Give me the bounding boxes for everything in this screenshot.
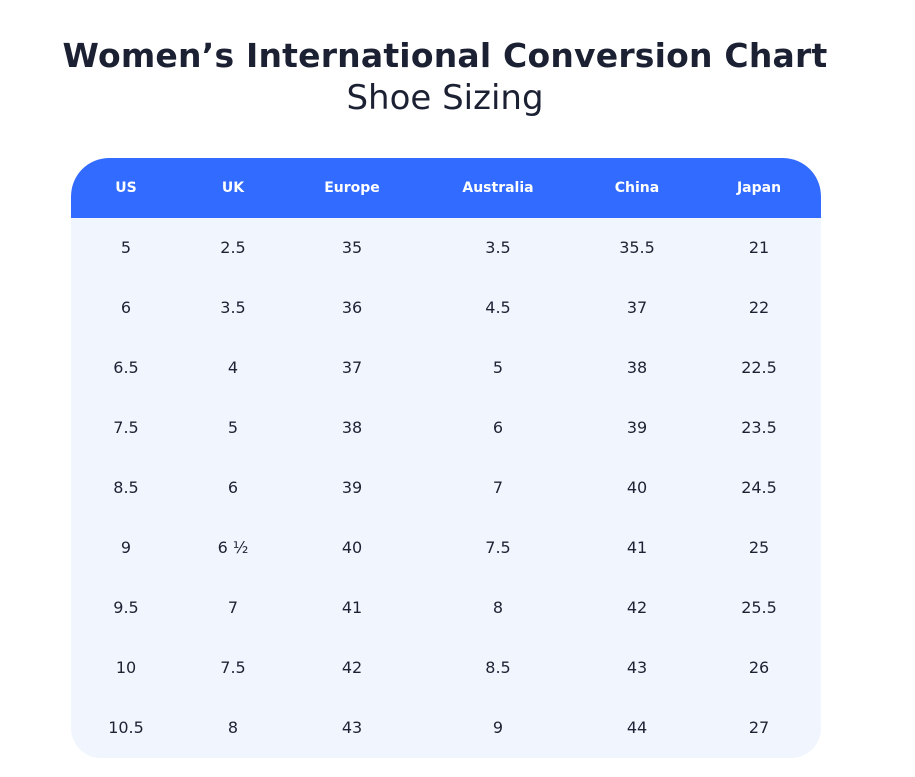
cell-japan: 21 [748,238,770,257]
cell-uk: 2.5 [220,238,246,257]
column-header-europe: Europe [324,180,380,196]
cell-uk: 5 [227,418,239,437]
cell-uk: 4 [227,358,239,377]
table-row: 5 2.5 35 3.5 35.5 21 [71,218,821,278]
cell-china: 37 [626,298,648,317]
cell-japan: 22 [748,298,770,317]
cell-europe: 39 [341,478,363,497]
cell-us: 6 [120,298,132,317]
page-title: Women’s International Conversion Chart [62,36,828,75]
cell-japan: 24.5 [741,478,777,497]
cell-uk: 8 [227,718,239,737]
cell-us: 6.5 [113,358,139,377]
cell-us: 10.5 [108,718,144,737]
table-row: 10.5 8 43 9 44 27 [71,698,821,758]
cell-china: 38 [626,358,648,377]
cell-us: 7.5 [113,418,139,437]
cell-europe: 38 [341,418,363,437]
cell-china: 42 [626,598,648,617]
cell-australia: 8 [492,598,504,617]
table-row: 9 6 ½ 40 7.5 41 25 [71,518,821,578]
cell-australia: 8.5 [485,658,511,677]
cell-china: 39 [626,418,648,437]
cell-us: 5 [120,238,132,257]
cell-china: 44 [626,718,648,737]
cell-europe: 36 [341,298,363,317]
cell-australia: 3.5 [485,238,511,257]
column-header-us: US [115,180,137,196]
table-row: 6 3.5 36 4.5 37 22 [71,278,821,338]
cell-us: 9 [120,538,132,557]
table-row: 7.5 5 38 6 39 23.5 [71,398,821,458]
table-header-row: US UK Europe Australia China Japan [71,158,821,218]
cell-us: 9.5 [113,598,139,617]
cell-uk: 7.5 [220,658,246,677]
cell-europe: 37 [341,358,363,377]
heading-block: Women’s International Conversion Chart S… [0,34,890,118]
cell-japan: 23.5 [741,418,777,437]
cell-australia: 7.5 [485,538,511,557]
cell-europe: 35 [341,238,363,257]
cell-europe: 41 [341,598,363,617]
column-header-japan: Japan [736,180,782,196]
cell-australia: 9 [492,718,504,737]
cell-uk: 3.5 [220,298,246,317]
cell-japan: 25.5 [741,598,777,617]
cell-uk: 6 [227,478,239,497]
size-conversion-table: US UK Europe Australia China Japan 5 2.5… [71,158,821,758]
cell-europe: 42 [341,658,363,677]
table-row: 8.5 6 39 7 40 24.5 [71,458,821,518]
cell-us: 8.5 [113,478,139,497]
cell-europe: 43 [341,718,363,737]
cell-china: 43 [626,658,648,677]
cell-europe: 40 [341,538,363,557]
table-row: 10 7.5 42 8.5 43 26 [71,638,821,698]
cell-australia: 7 [492,478,504,497]
cell-japan: 25 [748,538,770,557]
cell-china: 35.5 [619,238,655,257]
page-subtitle: Shoe Sizing [346,78,544,118]
column-header-australia: Australia [462,180,534,196]
cell-australia: 5 [492,358,504,377]
cell-japan: 27 [748,718,770,737]
cell-australia: 6 [492,418,504,437]
cell-japan: 26 [748,658,770,677]
cell-uk: 6 ½ [217,538,249,557]
column-header-china: China [614,180,660,196]
cell-japan: 22.5 [741,358,777,377]
column-header-uk: UK [221,180,245,196]
table-row: 9.5 7 41 8 42 25.5 [71,578,821,638]
cell-australia: 4.5 [485,298,511,317]
cell-china: 40 [626,478,648,497]
table-row: 6.5 4 37 5 38 22.5 [71,338,821,398]
cell-china: 41 [626,538,648,557]
cell-uk: 7 [227,598,239,617]
cell-us: 10 [115,658,137,677]
